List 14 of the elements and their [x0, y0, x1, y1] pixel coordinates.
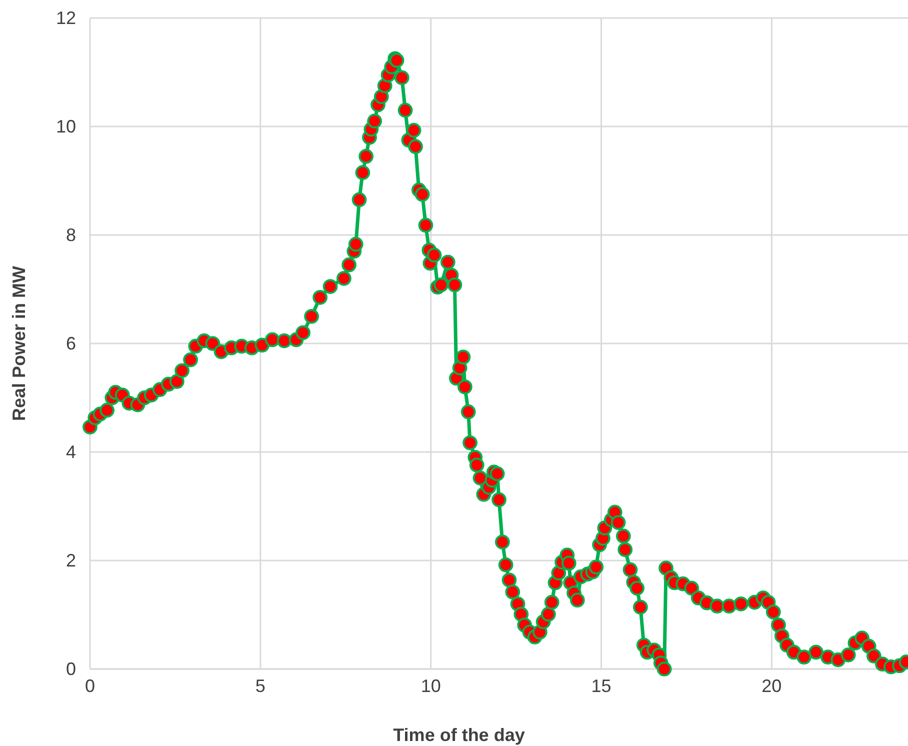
y-tick-label: 0 [66, 658, 76, 679]
y-tick-label: 12 [56, 8, 76, 28]
x-axis-title: Time of the day [393, 725, 525, 745]
x-tick-label: 15 [591, 676, 612, 696]
x-tick-label: 10 [420, 676, 441, 696]
y-tick-label: 8 [66, 224, 76, 245]
y-tick-label: 2 [66, 550, 76, 570]
y-tick-label: 10 [56, 116, 76, 136]
y-tick-label: 6 [66, 333, 76, 354]
x-tick-label: 20 [762, 676, 782, 696]
y-tick-label: 4 [66, 442, 76, 462]
y-axis-title: Real Power in MW [9, 266, 29, 422]
x-tick-label: 5 [255, 676, 266, 696]
x-tick-label: 0 [84, 676, 96, 696]
